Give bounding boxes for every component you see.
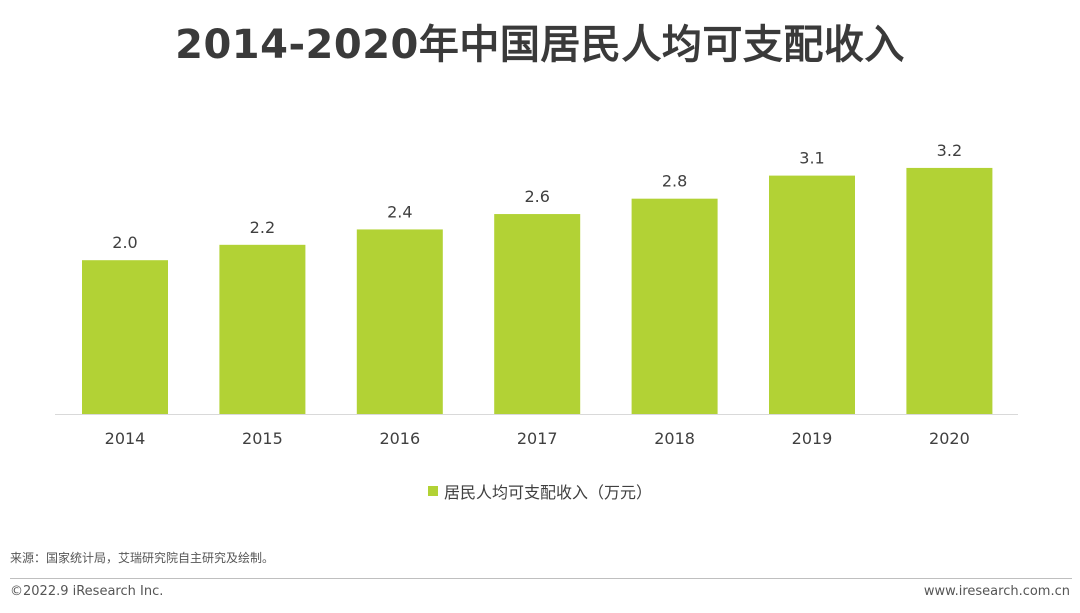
data-label-2017: 2.6 [524, 187, 549, 206]
legend-swatch [427, 486, 438, 496]
website-link[interactable]: www.iresearch.com.cn [923, 584, 1070, 599]
x-tick-label-2014: 2014 [105, 429, 146, 448]
x-tick-label-2016: 2016 [379, 429, 420, 448]
bar-2019 [769, 175, 855, 414]
x-tick-label-2019: 2019 [792, 429, 833, 448]
bar-2016 [356, 229, 443, 414]
bar-chart: 2.0 2014 2.2 2015 2.4 2016 2.6 2017 2.8 2018 3.1 20… [55, 141, 1018, 448]
data-label-2015: 2.2 [250, 218, 275, 237]
legend-label: 居民人均可支配收入（万元） [443, 483, 652, 502]
data-label-2014: 2.0 [112, 233, 137, 252]
x-tick-label-2017: 2017 [517, 429, 558, 448]
data-label-2018: 2.8 [662, 172, 687, 191]
source-note: 来源：国家统计局，艾瑞研究院自主研究及绘制。 [10, 551, 275, 565]
data-label-2020: 3.2 [937, 141, 962, 160]
bar-2015 [219, 244, 306, 414]
chart-title: 2014-2020年中国居民人均可支配收入 [175, 22, 905, 68]
bar-2014 [82, 260, 168, 414]
bar-2017 [494, 214, 581, 414]
bar-2018 [631, 198, 718, 414]
footer-divider [10, 578, 1072, 579]
bar-2020 [906, 167, 993, 414]
x-tick-label-2018: 2018 [654, 429, 695, 448]
data-label-2019: 3.1 [799, 149, 824, 168]
x-tick-label-2020: 2020 [929, 429, 970, 448]
data-label-2016: 2.4 [387, 202, 412, 221]
x-tick-label-2015: 2015 [242, 429, 283, 448]
chart-legend: 居民人均可支配收入（万元） [0, 479, 1080, 503]
copyright-text: ©2022.9 iResearch Inc. [10, 584, 164, 599]
